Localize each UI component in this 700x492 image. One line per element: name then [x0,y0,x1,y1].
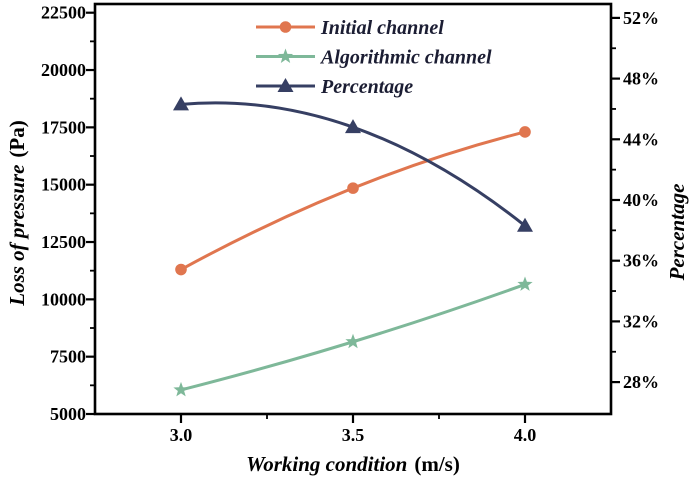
right-tick-label: 28% [623,372,659,392]
x-tick-label: 3.5 [342,425,365,445]
series-initial-channel [175,126,531,276]
series-initial-channel-marker [175,263,187,276]
y-axis-title-right: Percentage [665,184,689,282]
series-initial-channel-marker [347,182,359,194]
series-percentage-marker [173,96,189,111]
right-tick-label: 40% [623,190,659,210]
series-initial-channel-marker [519,126,531,138]
legend-item-algorithmic-channel: Algorithmic channel [256,47,492,69]
series-percentage-marker [345,119,361,134]
left-tick-label: 10000 [41,289,86,309]
left-tick-label: 15000 [41,175,86,195]
series-percentage-marker [517,217,533,232]
right-tick-label: 48% [623,69,659,89]
legend: Initial channel Algorithmic channel Percen… [256,17,492,98]
legend-marker-triangle-icon [277,78,294,92]
series-algorithmic-channel-marker [345,333,361,349]
left-tick-label: 7500 [50,347,86,367]
legend-label-initial-channel: Initial channel [320,17,444,39]
left-tick-label: 20000 [41,60,86,80]
x-tick-label: 4.0 [514,425,537,445]
axis-tick-labels: 3.0 3.5 4.0 5000 7500 10000 12500 15000 17500 200… [41,3,659,445]
x-tick-label: 3.0 [170,425,193,445]
x-axis-title: Working condition (m/s) [246,452,460,476]
legend-label-percentage: Percentage [320,76,413,98]
data-series [173,96,533,397]
right-tick-label: 44% [623,129,659,149]
left-tick-label: 17500 [41,117,86,137]
legend-marker-circle-icon [279,21,292,33]
right-tick-label: 52% [623,8,659,28]
left-tick-label: 5000 [50,404,86,424]
legend-item-percentage: Percentage [256,76,413,98]
right-tick-label: 32% [623,311,659,331]
right-tick-label: 36% [623,251,659,271]
y-axis-title-left: Loss of pressure(Pa) [5,120,29,307]
series-percentage [173,96,533,232]
left-tick-label: 12500 [41,232,86,252]
series-algorithmic-channel [173,276,533,397]
legend-label-algorithmic-channel: Algorithmic channel [319,47,492,69]
legend-marker-star-icon [277,48,294,63]
axis-ticks [86,11,620,423]
series-algorithmic-channel-marker [517,276,533,291]
legend-item-initial-channel: Initial channel [256,17,444,39]
left-tick-label: 22500 [41,3,86,23]
series-algorithmic-channel-marker [173,381,189,397]
series-initial-channel-line [180,130,526,271]
